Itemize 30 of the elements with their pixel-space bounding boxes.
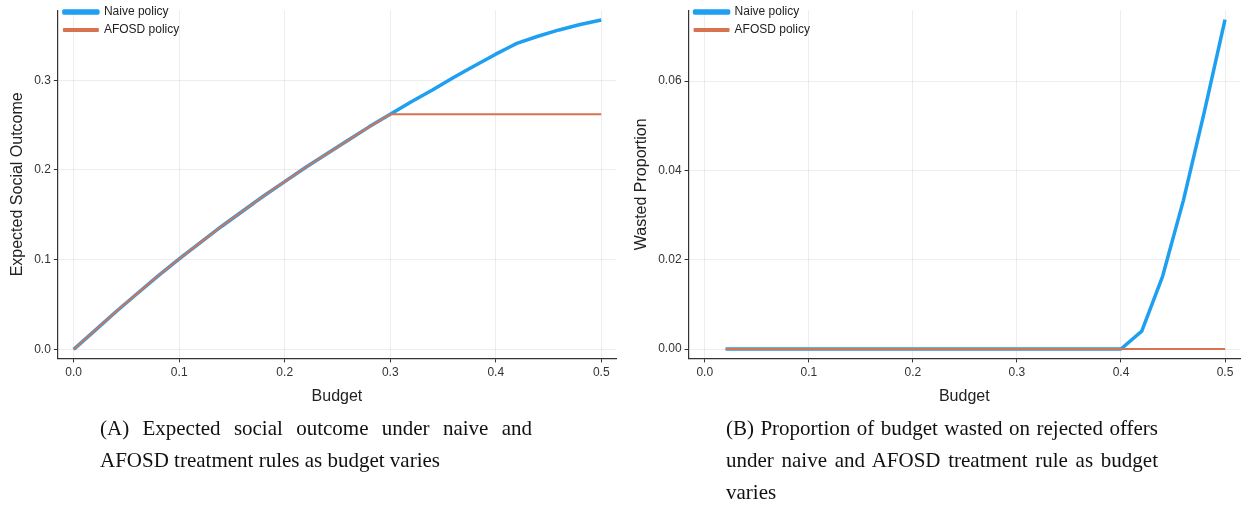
- legend-label: Naive policy: [734, 4, 800, 19]
- x-axis-title: Budget: [311, 386, 363, 404]
- legend-label: AFOSD policy: [734, 22, 810, 37]
- y-tick-label: 0.3: [34, 72, 52, 87]
- y-tick-label: 0.06: [658, 73, 682, 88]
- x-tick-label: 0.3: [381, 364, 399, 379]
- y-axis-title: Expected Social Outcome: [8, 92, 26, 277]
- text: (B) Proportion of budget wasted on rejected offers under naive and AFOSD treatment rule as budget varies: [726, 415, 1158, 506]
- x-tick-label: 0.1: [170, 364, 188, 379]
- x-tick-label: 0.1: [800, 364, 818, 379]
- text: (A) Expected social outcome under naive and AFOSD treatment rules as budget varies: [100, 415, 532, 474]
- legend-label: AFOSD policy: [103, 22, 180, 37]
- x-tick-label: 0.2: [276, 364, 294, 379]
- y-tick-label: 0.02: [658, 252, 682, 267]
- x-tick-label: 0.2: [904, 364, 922, 379]
- x-tick-label: 0.4: [1112, 364, 1130, 379]
- y-axis-title: Wasted Proportion: [632, 118, 650, 251]
- legend-label: Naive policy: [103, 4, 169, 19]
- x-tick-label: 0.3: [1008, 364, 1026, 379]
- x-tick-label: 0.5: [592, 364, 610, 379]
- y-tick-label: 0.0: [34, 341, 52, 356]
- x-tick-label: 0.0: [65, 364, 83, 379]
- y-tick-label: 0.1: [34, 252, 52, 266]
- y-tick-label: 0.00: [658, 341, 682, 356]
- x-tick-label: 0.5: [1216, 364, 1234, 379]
- y-tick-label: 0.2: [34, 162, 52, 177]
- y-tick-label: 0.04: [658, 162, 682, 177]
- x-axis-title: Budget: [938, 386, 991, 404]
- x-tick-label: 0.0: [696, 364, 714, 379]
- x-tick-label: 0.4: [487, 364, 505, 379]
